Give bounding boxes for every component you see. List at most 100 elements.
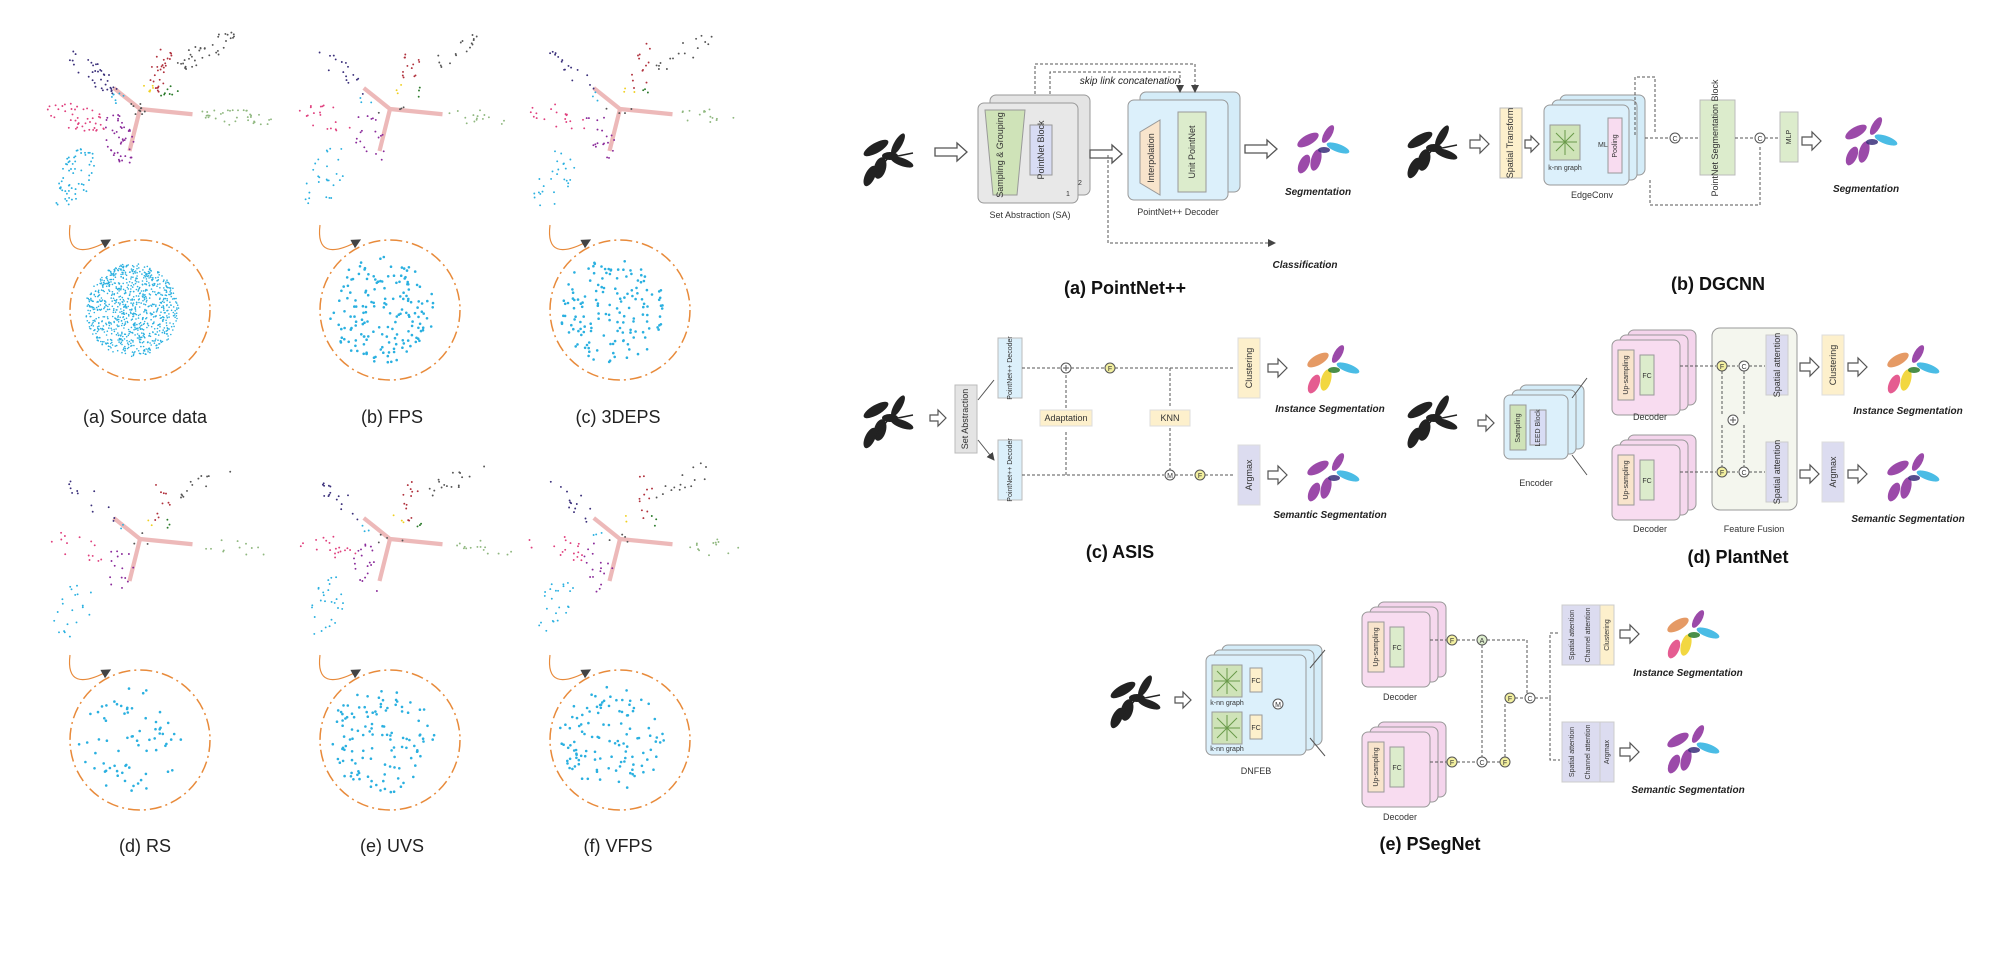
segmentation-output-plant xyxy=(1845,117,1898,166)
decoder-bottom xyxy=(997,439,1023,501)
unitpn-label: Unit PointNet xyxy=(1187,125,1197,179)
semantic-output-plant xyxy=(1667,725,1720,774)
fc-label: FC xyxy=(1392,765,1401,772)
mlp-label: MLP xyxy=(1598,142,1613,149)
op-node: C xyxy=(1672,136,1677,143)
set-abstraction-box xyxy=(954,384,978,454)
clustering-label: Clustering xyxy=(1828,345,1838,386)
upsampling-label: Up-sampling xyxy=(1373,627,1380,666)
point-cloud-plant xyxy=(528,462,740,632)
knn-label: k-nn graph xyxy=(1210,746,1244,753)
argmax-label: Argmax xyxy=(1828,456,1838,488)
pnblock-label: PointNet Block xyxy=(1036,120,1046,180)
arrow-sa-dec xyxy=(1089,143,1123,165)
op-node: C xyxy=(1479,760,1484,767)
instance-label: Instance Segmentation xyxy=(1853,406,1962,417)
spatial2-label: Spatial attention xyxy=(1772,440,1782,505)
spatial-transform-box xyxy=(1499,107,1523,179)
instance-output-plant xyxy=(1667,610,1720,659)
upsampling-label: Up-sampling xyxy=(1623,355,1630,394)
caption-3deps: (c) 3DEPS xyxy=(575,407,660,427)
knn-label: k-nn graph xyxy=(1210,700,1244,707)
title-asis: (c) ASIS xyxy=(1086,542,1154,562)
op-node: F xyxy=(1450,638,1454,645)
clustering-box xyxy=(1821,334,1845,396)
zoom-circle xyxy=(319,239,461,381)
fc-label: FC xyxy=(1251,725,1260,732)
left-panel: (a) Source data (b) FPS (c) 3DEPS (d) RS… xyxy=(46,31,740,856)
semantic-label: Semantic Segmentation xyxy=(1851,514,1964,525)
title-dgcnn: (b) DGCNN xyxy=(1671,274,1765,294)
upsampling-label: Up-sampling xyxy=(1623,460,1630,499)
pooling-label: Pooling xyxy=(1612,134,1619,157)
point-cloud-plant xyxy=(46,31,272,206)
encoder-label: Encoder xyxy=(1519,478,1553,488)
argmax-box xyxy=(1821,441,1845,503)
spatial-label: Spatial Transform xyxy=(1505,108,1515,179)
op-node: C xyxy=(1757,136,1762,143)
op-node: F xyxy=(1503,760,1507,767)
instance-output-plant xyxy=(1887,345,1940,394)
fc-label: FC xyxy=(1642,373,1651,380)
setabs-label: Set Abstraction xyxy=(960,389,970,450)
seg-label: Segmentation xyxy=(1833,184,1899,195)
stack-num: 1 xyxy=(1066,191,1070,198)
seg-block xyxy=(1699,99,1736,176)
caption-rs: (d) RS xyxy=(119,836,171,856)
op-node: C xyxy=(1741,470,1746,477)
decoder-bottom-label: Decoder xyxy=(1633,524,1667,534)
fusion-label: Feature Fusion xyxy=(1724,524,1785,534)
dec1-label: PointNet++ Decoder xyxy=(1007,336,1014,400)
decoder-top-label: Decoder xyxy=(1633,412,1667,422)
input-plant-icon xyxy=(1110,675,1161,729)
knn-label: k-nn graph xyxy=(1548,165,1582,172)
point-cloud-plant xyxy=(299,465,513,635)
zoom-circle xyxy=(549,239,691,381)
decoder-top xyxy=(997,337,1023,399)
segblock-label: PointNet Segmentation Block xyxy=(1710,79,1720,197)
instance-label: Instance Segmentation xyxy=(1633,668,1742,679)
argmax-box xyxy=(1237,444,1261,506)
input-plant-icon xyxy=(1407,125,1458,179)
seg-label: Segmentation xyxy=(1285,187,1351,198)
op-node: F xyxy=(1198,473,1202,480)
op-node: A xyxy=(1480,638,1485,645)
op-node: F xyxy=(1108,366,1112,373)
caption-source-data: (a) Source data xyxy=(83,407,208,427)
instance-label: Instance Segmentation xyxy=(1275,404,1384,415)
op-node: F xyxy=(1720,364,1724,371)
semantic-output-plant xyxy=(1887,453,1940,502)
semantic-label: Semantic Segmentation xyxy=(1273,510,1386,521)
fc-label: FC xyxy=(1251,678,1260,685)
caption-uvs: (e) UVS xyxy=(360,836,424,856)
caption-vfps: (f) VFPS xyxy=(583,836,652,856)
clustering-label: Clustering xyxy=(1604,619,1611,651)
caption-fps: (b) FPS xyxy=(361,407,423,427)
clustering-label: Clustering xyxy=(1244,348,1254,389)
channel-label: Channel attention xyxy=(1585,724,1592,779)
title-pointnetpp: (a) PointNet++ xyxy=(1064,278,1186,298)
input-plant-icon xyxy=(863,395,914,449)
spatial-label: Spatial attention xyxy=(1569,727,1576,777)
skip-label: skip link concatenation xyxy=(1080,76,1181,87)
op-node: M xyxy=(1275,702,1281,709)
sa-label: Set Abstraction (SA) xyxy=(989,210,1070,220)
fc-label: FC xyxy=(1392,645,1401,652)
leed-label: LEED Block xyxy=(1535,409,1542,447)
dec2-label: PointNet++ Decoder xyxy=(1007,438,1014,502)
edgeconv-label: EdgeConv xyxy=(1571,190,1614,200)
zoom-circle xyxy=(69,239,211,381)
argmax-label: Argmax xyxy=(1604,739,1611,764)
upsampling-label: Up-sampling xyxy=(1373,747,1380,786)
point-cloud-plant xyxy=(529,34,735,207)
diagram-plantnet: Sampling LEED Block Encoder Up-sampling … xyxy=(1407,327,1965,567)
diagram-pointnetpp: Sampling & Grouping PointNet Block 1 2 S… xyxy=(863,63,1351,298)
op-node: M xyxy=(1167,473,1173,480)
op-node: F xyxy=(1720,470,1724,477)
channel-label: Channel attention xyxy=(1585,607,1592,662)
interp-label: Interpolation xyxy=(1146,133,1156,183)
title-plantnet: (d) PlantNet xyxy=(1688,547,1789,567)
zoom-circle xyxy=(549,669,691,811)
point-cloud-plant xyxy=(50,470,265,638)
